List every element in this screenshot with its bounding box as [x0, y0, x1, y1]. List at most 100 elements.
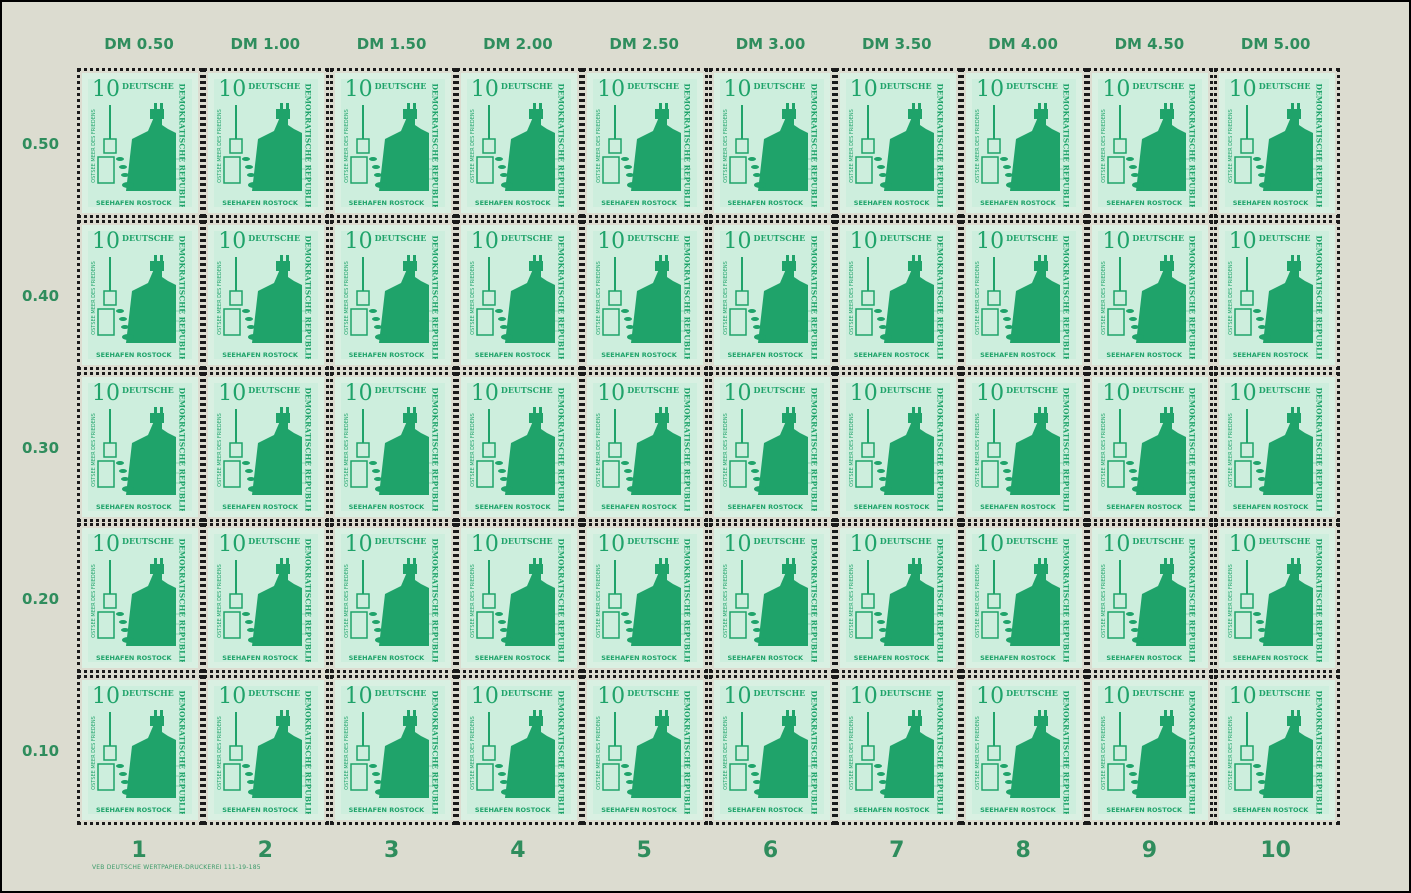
stamp-design: 10 DEUTSCHE DEMOKRATISCHE REPUBLIK OSTSEE M… [845, 382, 950, 511]
ship-illustration-icon [602, 254, 692, 343]
stamp-country-top: DEUTSCHE [122, 384, 174, 395]
stamp-caption: SEEHAFEN ROSTOCK [348, 502, 425, 511]
stamp-caption: SEEHAFEN ROSTOCK [727, 806, 804, 815]
stamp-side-text: OSTSEE MEER DES FRIEDENS [91, 716, 97, 790]
stamp-country-top: DEUTSCHE [500, 232, 553, 243]
stamp-side-text: OSTSEE MEER DES FRIEDENS [469, 412, 476, 487]
ship-illustration-icon [981, 254, 1071, 343]
stamp-caption: SEEHAFEN ROSTOCK [474, 806, 551, 815]
stamp-design: 10 DEUTSCHE DEMOKRATISCHE REPUBLIK OSTSEE M… [845, 534, 950, 663]
ship-illustration-icon [349, 103, 439, 191]
stamp-caption: SEEHAFEN ROSTOCK [96, 199, 172, 207]
stamp-value: 10 [976, 686, 1005, 710]
stamp-country-top: DEUTSCHE [1258, 81, 1311, 91]
stamp-value: 10 [597, 534, 626, 558]
stamp: 10 DEUTSCHE DEMOKRATISCHE REPUBLIK OSTSEE M… [1087, 68, 1214, 218]
stamp-country-top: DEUTSCHE [122, 81, 174, 91]
stamp-caption: SEEHAFEN ROSTOCK [980, 199, 1056, 207]
stamp-caption: SEEHAFEN ROSTOCK [348, 654, 425, 663]
column-number-label: 2 [257, 838, 273, 863]
stamp-design: 10 DEUTSCHE DEMOKRATISCHE REPUBLIK OSTSEE M… [1098, 534, 1203, 663]
stamp-caption: SEEHAFEN ROSTOCK [727, 502, 804, 511]
stamp-country-top: DEUTSCHE [248, 688, 301, 699]
stamp-value: 10 [218, 534, 247, 558]
stamp-design: 10 DEUTSCHE DEMOKRATISCHE REPUBLIK OSTSEE M… [88, 230, 192, 359]
stamp: 10 DEUTSCHE DEMOKRATISCHE REPUBLIK OSTSEE M… [582, 371, 709, 522]
stamp-caption: SEEHAFEN ROSTOCK [1106, 502, 1182, 511]
stamp-country-side: DEMOKRATISCHE REPUBLIK [303, 538, 313, 663]
ship-illustration-icon [476, 710, 565, 799]
stamp-side-text: OSTSEE MEER DES FRIEDENS [217, 260, 224, 335]
stamp-country-top: DEUTSCHE [248, 384, 301, 395]
stamp-side-text: OSTSEE MEER DES FRIEDENS [343, 716, 350, 790]
stamp-value: 10 [1102, 230, 1131, 254]
stamp-country-top: DEUTSCHE [627, 536, 679, 547]
stamp-caption: SEEHAFEN ROSTOCK [222, 502, 298, 511]
column-number-label: 8 [1015, 838, 1031, 863]
ship-illustration-icon [728, 103, 818, 191]
stamp-country-side: DEMOKRATISCHE REPUBLIK [556, 387, 566, 511]
stamp-country-side: DEMOKRATISCHE REPUBLIK [177, 538, 187, 663]
stamp-country-top: DEUTSCHE [1132, 688, 1185, 699]
stamp-caption: SEEHAFEN ROSTOCK [222, 199, 298, 207]
stamp-side-text: OSTSEE MEER DES FRIEDENS [1101, 260, 1108, 335]
stamp-side-text: OSTSEE MEER DES FRIEDENS [975, 564, 982, 639]
stamp-country-top: DEUTSCHE [1006, 536, 1058, 547]
stamp-caption: SEEHAFEN ROSTOCK [96, 654, 172, 663]
stamp-caption: SEEHAFEN ROSTOCK [474, 654, 551, 663]
stamp: 10 DEUTSCHE DEMOKRATISCHE REPUBLIK OSTSEE M… [582, 523, 709, 674]
ship-illustration-icon [1233, 406, 1323, 495]
stamp: 10 DEUTSCHE DEMOKRATISCHE REPUBLIK OSTSEE M… [1087, 219, 1214, 370]
stamp: 10 DEUTSCHE DEMOKRATISCHE REPUBLIK OSTSEE M… [1213, 371, 1340, 522]
stamp-value: 10 [470, 79, 499, 102]
stamp-country-side: DEMOKRATISCHE REPUBLIK [430, 538, 440, 663]
stamp-value: 10 [92, 382, 120, 406]
stamp-country-top: DEUTSCHE [879, 81, 932, 91]
ship-illustration-icon [349, 558, 439, 647]
row-value-label: 0.40 [22, 286, 60, 305]
ship-illustration-icon [1107, 254, 1197, 343]
stamp: 10 DEUTSCHE DEMOKRATISCHE REPUBLIK OSTSEE M… [203, 675, 330, 826]
stamp-country-side: DEMOKRATISCHE REPUBLIK [935, 690, 945, 815]
stamp: 10 DEUTSCHE DEMOKRATISCHE REPUBLIK OSTSEE M… [329, 219, 456, 370]
column-value-label: DM 1.50 [356, 35, 427, 53]
stamp-caption: SEEHAFEN ROSTOCK [96, 350, 172, 359]
column-number-label: 4 [510, 838, 526, 863]
stamp-design: 10 DEUTSCHE DEMOKRATISCHE REPUBLIK OSTSEE M… [845, 79, 950, 207]
stamp-design: 10 DEUTSCHE DEMOKRATISCHE REPUBLIK OSTSEE M… [719, 382, 824, 511]
row-value-label: 0.30 [22, 438, 60, 457]
stamp-country-side: DEMOKRATISCHE REPUBLIK [303, 690, 313, 815]
stamp: 10 DEUTSCHE DEMOKRATISCHE REPUBLIK OSTSEE M… [203, 523, 330, 674]
stamp-country-side: DEMOKRATISCHE REPUBLIK [682, 387, 692, 511]
column-number-label: 10 [1260, 838, 1291, 863]
stamp-design: 10 DEUTSCHE DEMOKRATISCHE REPUBLIK OSTSEE M… [1224, 79, 1329, 207]
stamp-caption: SEEHAFEN ROSTOCK [96, 806, 172, 815]
stamp-country-top: DEUTSCHE [879, 688, 932, 699]
stamp-value: 10 [344, 686, 373, 710]
stamp-country-side: DEMOKRATISCHE REPUBLIK [682, 538, 692, 663]
stamp-country-top: DEUTSCHE [374, 536, 427, 547]
stamp-caption: SEEHAFEN ROSTOCK [853, 654, 930, 663]
stamp-side-text: OSTSEE MEER DES FRIEDENS [848, 412, 855, 487]
stamp-side-text: OSTSEE MEER DES FRIEDENS [596, 260, 603, 335]
stamp-side-text: OSTSEE MEER DES FRIEDENS [469, 564, 476, 639]
stamp: 10 DEUTSCHE DEMOKRATISCHE REPUBLIK OSTSEE M… [582, 219, 709, 370]
stamp-caption: SEEHAFEN ROSTOCK [474, 350, 551, 359]
stamp-value: 10 [344, 382, 373, 406]
stamp: 10 DEUTSCHE DEMOKRATISCHE REPUBLIK OSTSEE M… [708, 523, 835, 674]
stamp-value: 10 [849, 79, 878, 102]
stamp-country-side: DEMOKRATISCHE REPUBLIK [1187, 235, 1197, 359]
stamp-country-top: DEUTSCHE [1132, 536, 1185, 547]
stamp-design: 10 DEUTSCHE DEMOKRATISCHE REPUBLIK OSTSEE M… [593, 79, 698, 207]
stamp-design: 10 DEUTSCHE DEMOKRATISCHE REPUBLIK OSTSEE M… [719, 79, 824, 208]
stamp-side-text: OSTSEE MEER DES FRIEDENS [469, 260, 476, 335]
ship-illustration-icon [349, 254, 439, 343]
column-number-label: 1 [131, 838, 147, 863]
stamp-country-side: DEMOKRATISCHE REPUBLIK [809, 83, 818, 208]
stamp-country-top: DEUTSCHE [627, 688, 679, 699]
stamp: 10 DEUTSCHE DEMOKRATISCHE REPUBLIK OSTSEE M… [708, 68, 835, 218]
stamp-design: 10 DEUTSCHE DEMOKRATISCHE REPUBLIK OSTSEE M… [1098, 382, 1203, 511]
stamp-value: 10 [1228, 230, 1257, 254]
ship-illustration-icon [1233, 254, 1323, 343]
